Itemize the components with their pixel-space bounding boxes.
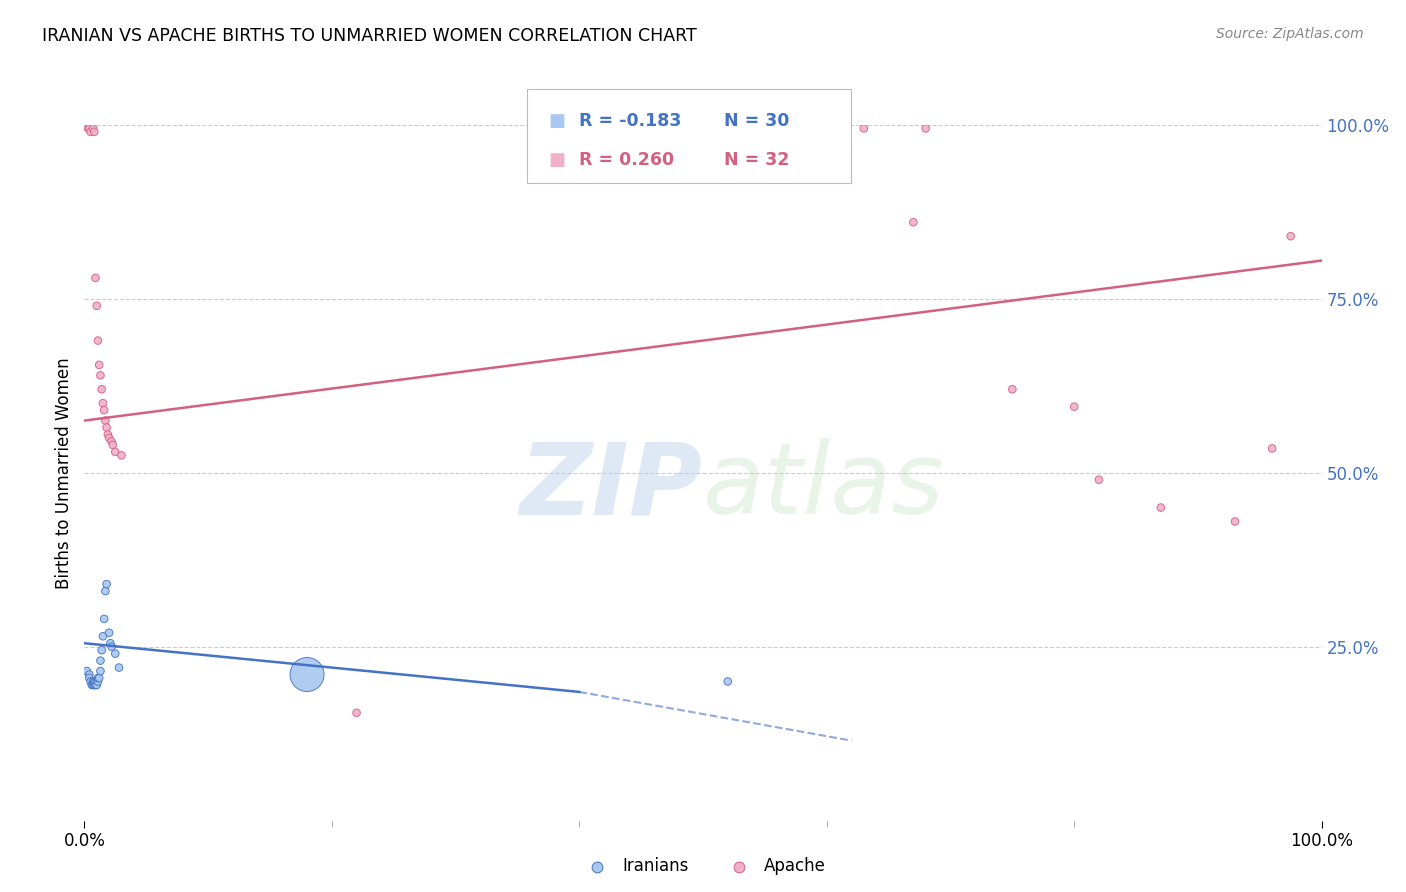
Text: ZIP: ZIP bbox=[520, 438, 703, 535]
Point bbox=[83, 678, 105, 692]
Point bbox=[87, 674, 110, 689]
Text: N = 30: N = 30 bbox=[724, 112, 789, 129]
Point bbox=[77, 121, 100, 136]
Point bbox=[89, 664, 111, 678]
Text: ■: ■ bbox=[548, 151, 565, 169]
Text: atlas: atlas bbox=[703, 438, 945, 535]
Point bbox=[89, 368, 111, 383]
Point bbox=[98, 431, 121, 445]
Point bbox=[717, 674, 740, 689]
Point bbox=[91, 629, 114, 643]
Point bbox=[1150, 500, 1173, 515]
Point bbox=[98, 625, 121, 640]
Point bbox=[90, 382, 112, 396]
Point bbox=[100, 434, 122, 449]
Point bbox=[852, 121, 875, 136]
Point bbox=[903, 215, 925, 229]
Point bbox=[82, 674, 104, 689]
Point bbox=[79, 667, 101, 681]
Point bbox=[79, 671, 101, 685]
Point bbox=[1001, 382, 1024, 396]
Point bbox=[89, 358, 111, 372]
Point bbox=[93, 612, 115, 626]
Point bbox=[108, 660, 131, 674]
Point bbox=[76, 664, 98, 678]
Point bbox=[104, 445, 127, 459]
Point bbox=[84, 271, 107, 285]
Point bbox=[89, 654, 111, 668]
Point bbox=[86, 299, 108, 313]
Point bbox=[94, 584, 117, 599]
Point bbox=[96, 420, 118, 434]
Y-axis label: Births to Unmarried Women: Births to Unmarried Women bbox=[55, 357, 73, 589]
Point bbox=[87, 334, 110, 348]
Point bbox=[86, 674, 108, 689]
Point bbox=[87, 671, 110, 685]
Point bbox=[1063, 400, 1085, 414]
Text: IRANIAN VS APACHE BIRTHS TO UNMARRIED WOMEN CORRELATION CHART: IRANIAN VS APACHE BIRTHS TO UNMARRIED WO… bbox=[42, 27, 697, 45]
Legend: Iranians, Apache: Iranians, Apache bbox=[574, 851, 832, 882]
Point bbox=[82, 121, 104, 136]
Point bbox=[83, 674, 105, 689]
Point bbox=[79, 121, 101, 136]
Point bbox=[101, 438, 124, 452]
Point bbox=[98, 636, 121, 650]
Point bbox=[84, 678, 107, 692]
Point bbox=[84, 674, 107, 689]
Text: R = -0.183: R = -0.183 bbox=[579, 112, 682, 129]
Point bbox=[100, 640, 122, 654]
Text: N = 32: N = 32 bbox=[724, 151, 789, 169]
Point bbox=[1261, 442, 1284, 456]
Point bbox=[104, 647, 127, 661]
Point bbox=[90, 643, 112, 657]
Point bbox=[97, 427, 120, 442]
Text: R = 0.260: R = 0.260 bbox=[579, 151, 675, 169]
Point bbox=[295, 667, 318, 681]
Point bbox=[1279, 229, 1302, 244]
Point bbox=[82, 678, 104, 692]
Point bbox=[96, 577, 118, 591]
Point bbox=[86, 678, 108, 692]
Text: Source: ZipAtlas.com: Source: ZipAtlas.com bbox=[1216, 27, 1364, 41]
Point bbox=[914, 121, 936, 136]
Point bbox=[83, 125, 105, 139]
Point bbox=[110, 448, 132, 462]
Point bbox=[94, 414, 117, 428]
Text: ■: ■ bbox=[548, 112, 565, 129]
Point bbox=[91, 396, 114, 410]
Point bbox=[346, 706, 368, 720]
Point bbox=[79, 125, 101, 139]
Point bbox=[79, 674, 101, 689]
Point bbox=[1088, 473, 1111, 487]
Point bbox=[93, 403, 115, 417]
Point bbox=[1223, 515, 1246, 529]
Point bbox=[80, 678, 103, 692]
Point bbox=[89, 671, 111, 685]
